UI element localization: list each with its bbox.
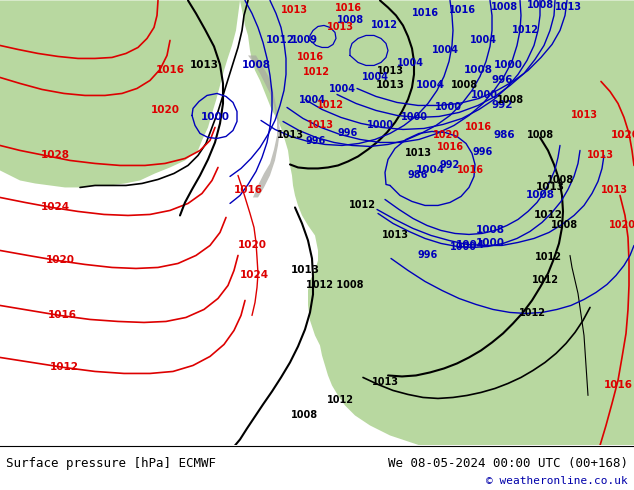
Text: 1008: 1008 xyxy=(337,16,363,25)
Text: 1004: 1004 xyxy=(455,241,484,250)
Text: 1020: 1020 xyxy=(150,105,179,116)
Text: 1020: 1020 xyxy=(609,220,634,230)
Text: 1016: 1016 xyxy=(456,166,484,175)
Text: 1016: 1016 xyxy=(604,380,633,391)
Text: 1013: 1013 xyxy=(290,266,320,275)
Text: 1012: 1012 xyxy=(302,68,330,77)
Text: 1008: 1008 xyxy=(526,130,553,141)
Text: 1008: 1008 xyxy=(476,225,505,236)
Text: 1004: 1004 xyxy=(415,80,444,91)
Text: 986: 986 xyxy=(408,171,428,180)
Text: 1016: 1016 xyxy=(465,122,491,132)
Text: 1016: 1016 xyxy=(411,8,439,19)
Text: 1000: 1000 xyxy=(434,102,462,112)
Text: 1008: 1008 xyxy=(526,191,555,200)
Text: 1008: 1008 xyxy=(547,175,574,185)
Text: Surface pressure [hPa] ECMWF: Surface pressure [hPa] ECMWF xyxy=(6,457,216,470)
Text: 1013: 1013 xyxy=(536,182,564,193)
Text: 1020: 1020 xyxy=(238,241,266,250)
Text: 1013: 1013 xyxy=(276,130,304,141)
Text: 986: 986 xyxy=(493,130,515,141)
Text: 1008: 1008 xyxy=(242,60,271,71)
Text: 1012: 1012 xyxy=(531,275,559,286)
Text: 1012: 1012 xyxy=(327,395,354,405)
Text: 1020: 1020 xyxy=(432,130,460,141)
Text: 1000: 1000 xyxy=(470,91,498,100)
Text: 1004: 1004 xyxy=(328,84,356,95)
Polygon shape xyxy=(388,10,420,22)
Text: 1012 1008: 1012 1008 xyxy=(306,280,364,291)
Text: 996: 996 xyxy=(418,250,438,261)
Polygon shape xyxy=(0,0,240,188)
Text: 1016: 1016 xyxy=(48,311,77,320)
Text: 1012: 1012 xyxy=(49,363,79,372)
Text: 1008: 1008 xyxy=(496,96,524,105)
Text: © weatheronline.co.uk: © weatheronline.co.uk xyxy=(486,476,628,487)
Text: 1008: 1008 xyxy=(491,2,519,12)
Text: 1012: 1012 xyxy=(512,25,538,35)
Text: We 08-05-2024 00:00 UTC (00+168): We 08-05-2024 00:00 UTC (00+168) xyxy=(387,457,628,470)
Text: 1008: 1008 xyxy=(526,0,553,10)
Text: 1000: 1000 xyxy=(401,112,427,122)
Text: 1024: 1024 xyxy=(240,270,269,280)
Text: 1013: 1013 xyxy=(327,23,354,32)
Text: 1004: 1004 xyxy=(361,73,389,82)
Text: 1013: 1013 xyxy=(404,148,432,158)
Text: 996: 996 xyxy=(473,147,493,157)
Text: 1013: 1013 xyxy=(382,230,408,241)
Text: 1000: 1000 xyxy=(493,60,522,71)
Text: 1000: 1000 xyxy=(200,112,230,122)
Text: 996: 996 xyxy=(338,128,358,139)
Text: 1013: 1013 xyxy=(190,60,219,71)
Text: 1000: 1000 xyxy=(450,243,477,252)
Text: 1004: 1004 xyxy=(396,58,424,69)
Text: 1004: 1004 xyxy=(415,166,444,175)
Text: 1008: 1008 xyxy=(552,220,579,230)
Text: 996: 996 xyxy=(491,75,513,85)
Text: 1013: 1013 xyxy=(375,80,404,91)
Text: 1013: 1013 xyxy=(571,110,597,121)
Text: 1012: 1012 xyxy=(266,35,295,46)
Text: 1012: 1012 xyxy=(370,21,398,30)
Text: 1012: 1012 xyxy=(519,308,545,318)
Text: 1016: 1016 xyxy=(448,5,476,16)
Text: 1013: 1013 xyxy=(280,5,307,16)
Text: 1004: 1004 xyxy=(470,35,496,46)
Text: 1012: 1012 xyxy=(534,252,562,263)
Text: 992: 992 xyxy=(440,160,460,171)
Text: 1028: 1028 xyxy=(41,150,70,160)
Text: 1012: 1012 xyxy=(533,210,562,221)
Text: 1004: 1004 xyxy=(299,96,325,105)
Text: 992: 992 xyxy=(491,100,513,110)
Text: 1024: 1024 xyxy=(41,202,70,213)
Polygon shape xyxy=(240,0,634,445)
Text: 1013: 1013 xyxy=(555,2,581,12)
Text: 1020: 1020 xyxy=(611,130,634,141)
Text: 1013: 1013 xyxy=(306,121,333,130)
Text: 1012: 1012 xyxy=(349,200,375,210)
Text: 1016: 1016 xyxy=(436,143,463,152)
Text: 1000: 1000 xyxy=(476,239,505,248)
Text: 1013: 1013 xyxy=(600,185,628,196)
Text: 1008: 1008 xyxy=(451,80,479,91)
Text: 1013: 1013 xyxy=(377,67,403,76)
Text: 1012: 1012 xyxy=(316,100,344,110)
Text: 1009: 1009 xyxy=(290,35,318,46)
Polygon shape xyxy=(248,55,280,197)
Text: 1020: 1020 xyxy=(46,255,75,266)
Text: 1000: 1000 xyxy=(366,121,394,130)
Text: 996: 996 xyxy=(306,136,326,147)
Text: 1004: 1004 xyxy=(432,46,458,55)
Text: 1016: 1016 xyxy=(335,3,361,13)
Text: 1016: 1016 xyxy=(155,66,184,75)
Text: 1013: 1013 xyxy=(586,150,614,160)
Text: 1016: 1016 xyxy=(297,52,323,62)
Text: 1016: 1016 xyxy=(233,185,262,196)
Text: 1008: 1008 xyxy=(290,411,318,420)
Text: 1008: 1008 xyxy=(463,66,493,75)
Text: 1013: 1013 xyxy=(372,377,399,388)
